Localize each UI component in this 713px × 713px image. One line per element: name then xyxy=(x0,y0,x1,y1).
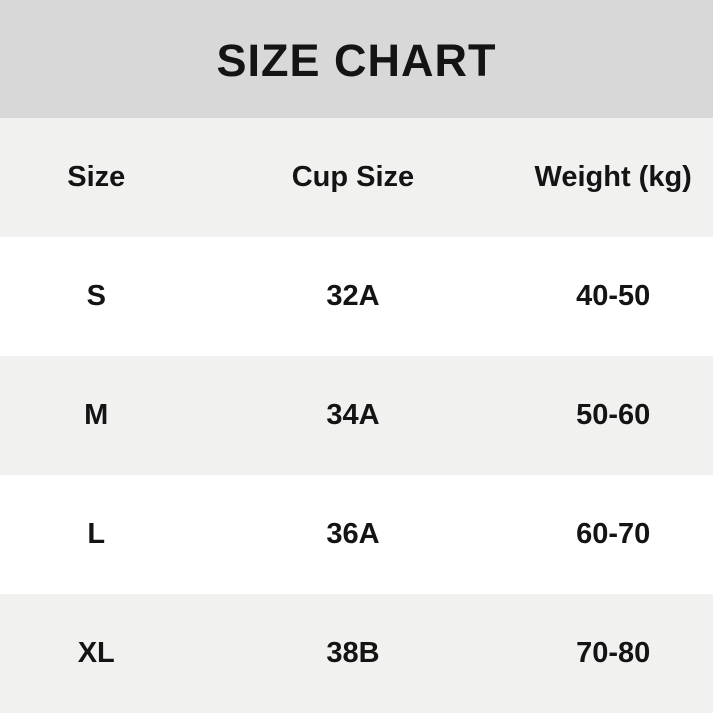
page-title: SIZE CHART xyxy=(216,35,497,86)
size-chart-banner: SIZE CHART xyxy=(0,0,713,118)
column-header-size: Size xyxy=(67,161,126,193)
cell-cup-size: 36A xyxy=(326,518,380,550)
table-row-m: M 34A 50-60 xyxy=(0,356,713,475)
cell-weight: 70-80 xyxy=(576,637,651,669)
cell-size: S xyxy=(86,280,106,312)
table-row-xl: XL 38B 70-80 xyxy=(0,594,713,713)
table-header-row: Size Cup Size Weight (kg) xyxy=(0,118,713,237)
table-row-s: S 32A 40-50 xyxy=(0,237,713,356)
cell-weight: 40-50 xyxy=(576,280,651,312)
column-header-cup-size: Cup Size xyxy=(291,161,415,193)
cell-size: M xyxy=(84,399,109,431)
cell-size: L xyxy=(87,518,106,550)
cell-weight: 50-60 xyxy=(576,399,651,431)
cell-size: XL xyxy=(77,637,115,669)
size-table: Size Cup Size Weight (kg) S 32A 40-50 M … xyxy=(0,118,713,713)
column-header-weight: Weight (kg) xyxy=(534,161,692,193)
table-row-l: L 36A 60-70 xyxy=(0,475,713,594)
cell-cup-size: 38B xyxy=(326,637,380,669)
cell-cup-size: 34A xyxy=(326,399,380,431)
cell-cup-size: 32A xyxy=(326,280,380,312)
cell-weight: 60-70 xyxy=(576,518,651,550)
